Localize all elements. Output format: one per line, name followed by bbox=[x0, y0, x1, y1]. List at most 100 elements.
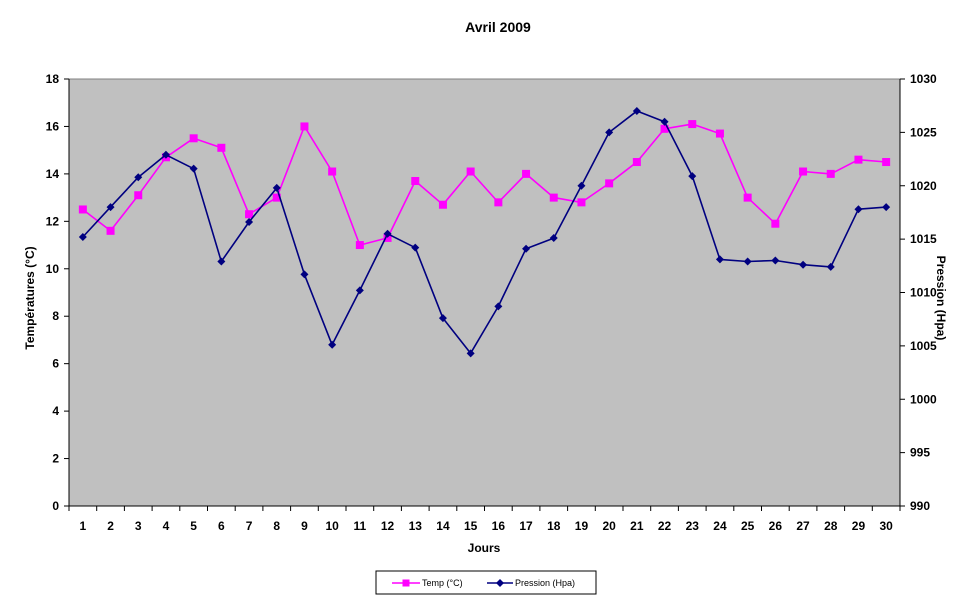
x-tick-label: 2 bbox=[107, 519, 114, 533]
data-point-temp bbox=[272, 193, 281, 202]
left-tick-label: 18 bbox=[46, 72, 60, 86]
legend-label-pressure: Pression (Hpa) bbox=[515, 578, 575, 588]
plot-area bbox=[68, 78, 901, 507]
x-axis: 1 2 3 4 5 6 7 8 9 10 11 12 13 14 15 16 17 18 19 20 21 22 23 24 2… bbox=[68, 505, 901, 533]
x-tick-label: 1 bbox=[80, 519, 87, 533]
right-tick-label: 990 bbox=[910, 499, 930, 513]
data-point-pressure bbox=[854, 205, 863, 214]
data-point-pressure bbox=[217, 257, 226, 266]
x-tick-label: 15 bbox=[464, 519, 478, 533]
legend-box bbox=[375, 570, 597, 595]
data-point-temp bbox=[78, 205, 87, 214]
left-tick-label: 14 bbox=[46, 167, 60, 181]
data-point-temp bbox=[577, 198, 586, 207]
data-point-temp bbox=[466, 167, 475, 176]
x-tick-label: 22 bbox=[658, 519, 672, 533]
x-tick-label: 27 bbox=[796, 519, 810, 533]
x-tick-label: 17 bbox=[519, 519, 533, 533]
data-point-pressure bbox=[355, 286, 364, 295]
data-point-temp bbox=[134, 191, 143, 200]
data-point-temp bbox=[522, 169, 531, 178]
data-point-pressure bbox=[632, 107, 641, 116]
x-tick-label: 12 bbox=[381, 519, 395, 533]
data-point-temp bbox=[438, 200, 447, 209]
right-tick-label: 995 bbox=[910, 446, 930, 460]
data-point-pressure bbox=[826, 262, 835, 271]
data-point-temp bbox=[494, 198, 503, 207]
x-tick-label: 8 bbox=[273, 519, 280, 533]
data-point-temp bbox=[743, 193, 752, 202]
data-point-pressure bbox=[300, 270, 309, 279]
data-point-temp bbox=[300, 122, 309, 131]
x-tick-label: 26 bbox=[769, 519, 783, 533]
x-tick-label: 11 bbox=[354, 519, 367, 533]
right-y-axis: 990 995 1000 1005 1010 1015 1020 1025 1030 bbox=[899, 72, 937, 513]
y2-axis-label: Pression (Hpa) bbox=[934, 256, 948, 341]
data-point-pressure bbox=[438, 314, 447, 323]
x-tick-label: 7 bbox=[246, 519, 253, 533]
series-line-pressure bbox=[82, 110, 887, 355]
data-point-pressure bbox=[771, 256, 780, 265]
data-point-temp bbox=[217, 143, 226, 152]
data-point-pressure bbox=[577, 181, 586, 190]
left-tick-label: 8 bbox=[52, 309, 59, 323]
data-point-temp bbox=[715, 129, 724, 138]
right-tick-label: 1015 bbox=[910, 232, 937, 246]
x-tick-label: 10 bbox=[325, 519, 339, 533]
data-point-pressure bbox=[78, 232, 87, 241]
x-tick-label: 9 bbox=[301, 519, 308, 533]
chart-title: Avril 2009 bbox=[465, 19, 531, 35]
legend-label-temp: Temp (°C) bbox=[422, 578, 463, 588]
left-tick-label: 4 bbox=[52, 404, 59, 418]
data-point-pressure bbox=[494, 302, 503, 311]
x-tick-label: 13 bbox=[409, 519, 423, 533]
data-point-pressure bbox=[522, 244, 531, 253]
data-point-temp bbox=[245, 210, 254, 219]
left-tick-label: 12 bbox=[46, 214, 60, 228]
x-tick-label: 25 bbox=[741, 519, 755, 533]
data-point-pressure bbox=[549, 234, 558, 243]
data-point-temp bbox=[854, 155, 863, 164]
left-tick-label: 6 bbox=[52, 357, 59, 371]
x-tick-label: 6 bbox=[218, 519, 225, 533]
x-tick-label: 5 bbox=[190, 519, 197, 533]
x-tick-label: 28 bbox=[824, 519, 838, 533]
data-point-temp bbox=[383, 233, 392, 242]
data-point-pressure bbox=[161, 150, 170, 159]
left-tick-label: 16 bbox=[46, 119, 60, 133]
data-point-pressure bbox=[134, 173, 143, 182]
right-tick-label: 1010 bbox=[910, 286, 937, 300]
data-point-temp bbox=[799, 167, 808, 176]
data-point-temp bbox=[660, 124, 669, 133]
data-point-temp bbox=[826, 169, 835, 178]
legend-marker-temp bbox=[402, 579, 410, 587]
left-tick-label: 0 bbox=[52, 499, 59, 513]
data-point-pressure bbox=[411, 243, 420, 252]
x-tick-label: 3 bbox=[135, 519, 142, 533]
legend-marker-pressure bbox=[496, 579, 504, 587]
right-tick-label: 1005 bbox=[910, 339, 937, 353]
data-point-temp bbox=[882, 158, 891, 167]
series-layer bbox=[78, 107, 891, 358]
x-tick-label: 29 bbox=[852, 519, 866, 533]
legend: Temp (°C) Pression (Hpa) bbox=[375, 570, 597, 595]
data-point-temp bbox=[771, 219, 780, 228]
data-point-temp bbox=[549, 193, 558, 202]
data-point-temp bbox=[688, 120, 697, 129]
x-tick-label: 19 bbox=[575, 519, 589, 533]
data-point-pressure bbox=[715, 255, 724, 264]
right-tick-label: 1030 bbox=[910, 72, 937, 86]
data-point-pressure bbox=[189, 164, 198, 173]
data-point-pressure bbox=[328, 340, 337, 349]
data-point-pressure bbox=[799, 260, 808, 269]
data-point-temp bbox=[632, 158, 641, 167]
data-point-pressure bbox=[743, 257, 752, 266]
data-point-temp bbox=[328, 167, 337, 176]
data-point-temp bbox=[189, 134, 198, 143]
right-tick-label: 1025 bbox=[910, 125, 937, 139]
x-tick-label: 16 bbox=[492, 519, 506, 533]
x-axis-label: Jours bbox=[468, 541, 501, 555]
left-tick-label: 2 bbox=[52, 452, 59, 466]
data-point-temp bbox=[106, 226, 115, 235]
